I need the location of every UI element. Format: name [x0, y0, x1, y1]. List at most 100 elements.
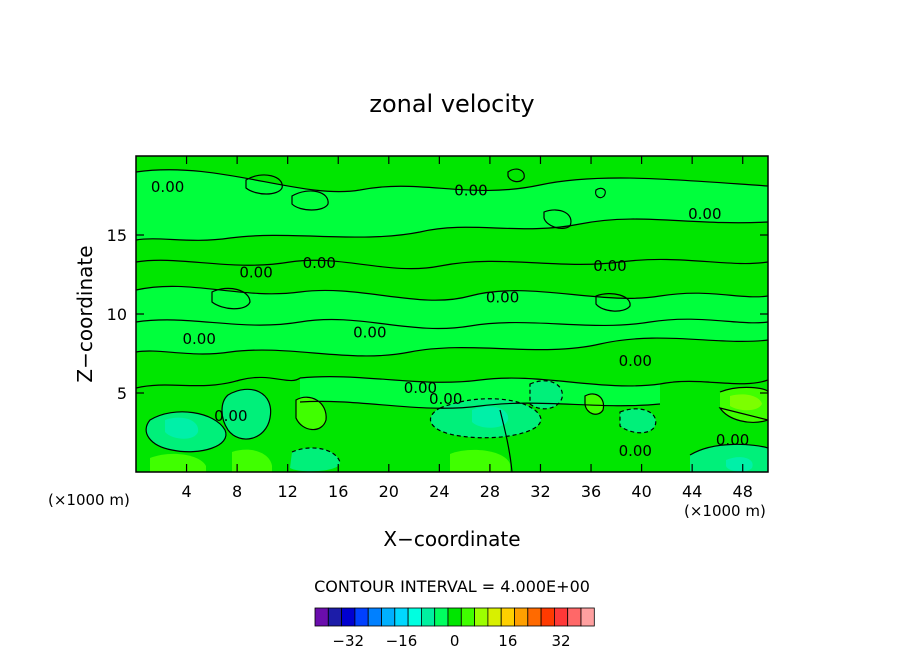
x-unit-left: (×1000 m) [48, 491, 130, 509]
colorbar-swatch [460, 607, 475, 627]
positive-region [585, 393, 604, 415]
contour-line [211, 287, 251, 310]
colorbar-swatch [500, 607, 515, 627]
contour-label: 0.00 [214, 407, 247, 425]
contour-line [499, 409, 513, 472]
colorbar-swatch [341, 607, 356, 627]
x-tick-label: 12 [278, 482, 298, 501]
colorbar-swatch [514, 607, 529, 627]
contour-label: 0.00 [454, 181, 487, 199]
colorbar-swatch [527, 607, 542, 627]
colorbar-swatch [474, 607, 489, 627]
colorbar-swatch [327, 607, 342, 627]
y-tick-label: 5 [117, 384, 127, 403]
tick-marks [136, 156, 768, 472]
positive-region [296, 397, 327, 430]
contour-line [295, 396, 327, 431]
contour-label: 0.00 [619, 352, 652, 370]
contour-line [221, 388, 272, 440]
x-tick-label: 32 [530, 482, 550, 501]
contour-line [291, 447, 341, 463]
y-tick-label: 15 [107, 226, 127, 245]
contour-line [291, 190, 329, 211]
contour-line-layer [136, 168, 768, 472]
contour-line [529, 380, 563, 410]
colorbar-tick-label: −32 [332, 632, 364, 650]
negative-region [530, 380, 563, 409]
contour-line [136, 318, 768, 330]
contour-line [136, 258, 768, 270]
contour-labels: 0.00 0.00 0.00 0.00 0.00 0.00 0.00 0.00 0.00 0.00… [151, 178, 749, 460]
contour-line [584, 393, 605, 415]
colorbar-swatch [434, 607, 449, 627]
contour-label: 0.00 [593, 257, 626, 275]
colorbar-tick-label: 32 [552, 632, 571, 650]
chart-title: zonal velocity [369, 90, 534, 118]
colorbar-swatch [381, 607, 396, 627]
contour-line [543, 209, 572, 230]
contour-line [136, 285, 768, 301]
colorbar-swatch [580, 607, 595, 627]
contour-line [619, 408, 657, 434]
contour-line [595, 293, 631, 312]
contour-line [136, 337, 768, 357]
colorbar-tick-label: 0 [450, 632, 460, 650]
x-tick-label: 36 [581, 482, 601, 501]
x-unit-right: (×1000 m) [684, 502, 766, 520]
contour-label: 0.00 [688, 205, 721, 223]
plot-area: 0.00 0.00 0.00 0.00 0.00 0.00 0.00 0.00 0.00 0.00… [135, 155, 769, 473]
zero-band-region [300, 376, 660, 409]
x-tick-labels: 4 8 12 16 20 24 28 32 36 40 44 48 [181, 482, 752, 501]
contour-line [136, 169, 768, 193]
contour-line [145, 411, 227, 453]
contour-line [689, 443, 768, 456]
contour-line [299, 400, 661, 409]
contour-label: 0.00 [716, 431, 749, 449]
colorbar-tick-labels: −32 −16 0 16 32 [332, 632, 570, 650]
y-axis-label: Z−coordinate [73, 245, 97, 382]
contour-label: 0.00 [486, 289, 519, 307]
negative-region [290, 447, 341, 472]
x-tick-label: 48 [733, 482, 753, 501]
contour-label: 0.00 [303, 254, 336, 272]
contour-line [245, 174, 283, 195]
x-tick-label: 40 [631, 482, 651, 501]
contour-label: 0.00 [429, 390, 462, 408]
y-tick-label: 10 [107, 305, 127, 324]
positive-region [232, 449, 272, 472]
colorbar-tick-label: −16 [386, 632, 418, 650]
colorbar [314, 607, 595, 627]
x-tick-label: 8 [232, 482, 242, 501]
contour-line [136, 376, 301, 389]
negative-core [472, 406, 509, 428]
colorbar-swatch [314, 607, 329, 627]
x-tick-label: 28 [480, 482, 500, 501]
y-tick-labels: 5 10 15 [107, 226, 127, 403]
positive-region [730, 394, 762, 411]
contour-line [595, 187, 606, 199]
negative-region [222, 389, 271, 440]
x-tick-label: 24 [429, 482, 449, 501]
colorbar-swatch [554, 607, 569, 627]
negative-core [726, 457, 753, 472]
contour-line [659, 379, 768, 385]
contour-line [136, 218, 768, 241]
colorbar-swatch [540, 607, 555, 627]
contour-label: 0.00 [182, 330, 215, 348]
colorbar-tick-label: 16 [498, 632, 517, 650]
contour-label: 0.00 [353, 323, 386, 341]
x-tick-label: 4 [181, 482, 191, 501]
x-axis-label: X−coordinate [383, 527, 520, 551]
contour-label: 0.00 [239, 263, 272, 281]
contour-line [429, 398, 542, 439]
contour-label: 0.00 [151, 178, 184, 196]
contour-fill-layer [136, 169, 768, 472]
contour-interval-text: CONTOUR INTERVAL = 4.000E+00 [314, 577, 590, 596]
colorbar-swatch [487, 607, 502, 627]
contour-line [718, 386, 768, 423]
colorbar-swatch [407, 607, 422, 627]
zero-band-region [136, 286, 768, 356]
x-tick-label: 16 [328, 482, 348, 501]
positive-region [450, 449, 510, 472]
